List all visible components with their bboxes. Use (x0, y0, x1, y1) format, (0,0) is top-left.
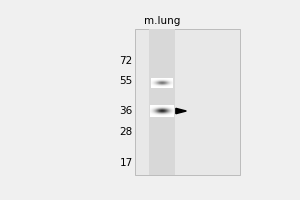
Text: m.lung: m.lung (144, 16, 180, 26)
Bar (135, 29, 240, 175)
Text: 17: 17 (120, 158, 133, 168)
Text: 55: 55 (120, 76, 133, 86)
Polygon shape (176, 108, 186, 114)
Text: 36: 36 (120, 106, 133, 116)
Text: 72: 72 (120, 56, 133, 66)
Bar (149, 29, 175, 175)
Text: 28: 28 (120, 127, 133, 137)
